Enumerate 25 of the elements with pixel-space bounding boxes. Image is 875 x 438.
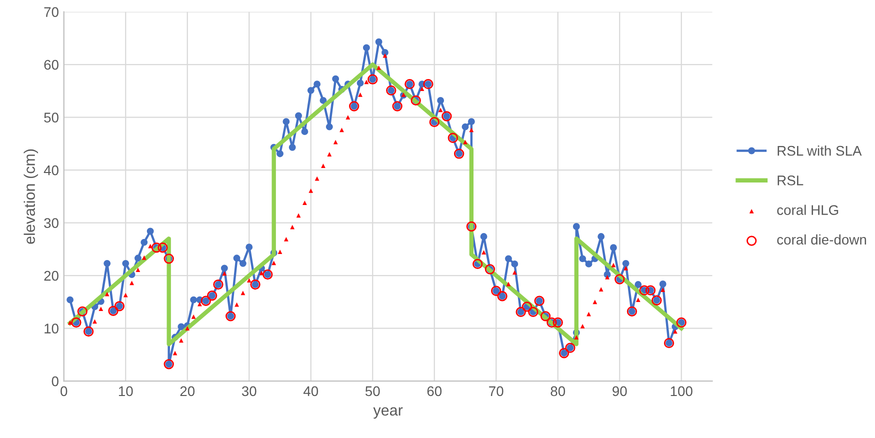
x-tick-label: 10: [118, 386, 133, 396]
x-tick-label: 90: [612, 386, 627, 396]
y-tick-label: 20: [44, 270, 58, 281]
legend-label: RSL with SLA: [778, 146, 862, 156]
x-tick-label: 20: [180, 386, 195, 396]
x-tick-label: 70: [489, 386, 504, 396]
x-tick-label: 0: [60, 386, 68, 396]
x-tick-label: 40: [303, 386, 318, 396]
legend-label: RSL: [778, 176, 804, 186]
x-tick-label: 60: [427, 386, 442, 396]
x-axis-title: year: [373, 407, 403, 419]
y-tick-label: 40: [44, 165, 58, 176]
y-axis-title: elevation (cm): [24, 149, 38, 244]
x-tick-label: 80: [550, 386, 566, 396]
x-tick-label: 100: [670, 386, 692, 396]
x-tick-label: 50: [365, 386, 380, 396]
y-tick-label: 50: [44, 112, 58, 122]
y-tick-label: 30: [44, 218, 58, 228]
y-tick-label: 60: [44, 60, 58, 70]
y-tick-label: 70: [44, 7, 58, 17]
y-tick-label: 0: [52, 376, 58, 386]
legend-label: coral HLG: [777, 204, 838, 215]
legend-label: coral die-down: [777, 234, 866, 245]
y-tick-label: 10: [44, 324, 58, 334]
x-tick-label: 30: [242, 386, 256, 396]
